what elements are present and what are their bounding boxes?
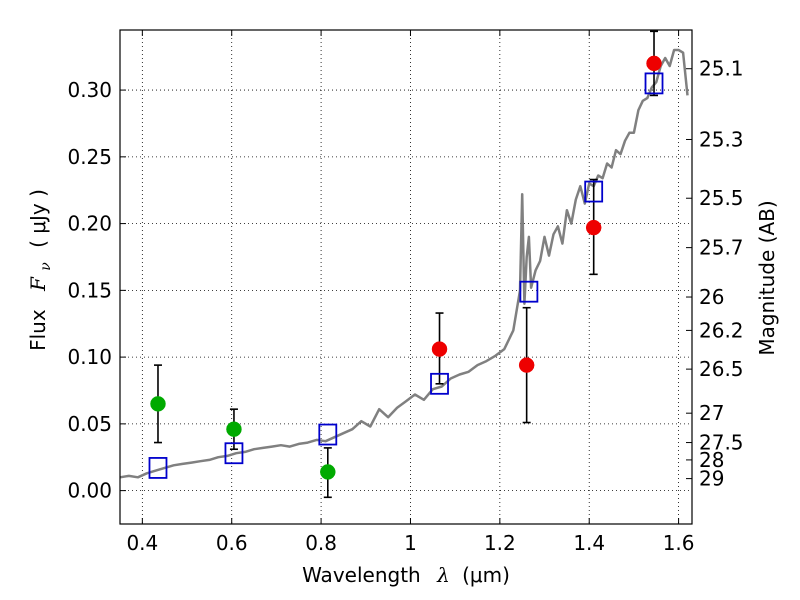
y-tick-label: 0.25 xyxy=(67,145,112,169)
y2-tick-label: 29 xyxy=(699,467,724,491)
y2-axis-label: Magnitude (AB) xyxy=(755,200,779,355)
y2-tick-label: 27 xyxy=(699,401,724,425)
points-layer xyxy=(150,55,662,480)
x-tick-label: 0.6 xyxy=(216,531,248,555)
model-square-point xyxy=(318,423,338,446)
y2-tick-label: 25.1 xyxy=(699,57,744,81)
model-square-point xyxy=(644,72,664,95)
y-axis-label: Flux F ν ( μJy ) xyxy=(26,189,55,351)
model-square-point xyxy=(430,372,449,395)
y2-tick-label: 26.5 xyxy=(699,357,744,381)
y-tick-label: 0.00 xyxy=(67,479,112,503)
y-axis-label-prefix: Flux xyxy=(26,309,50,351)
x-axis-label: Wavelength λ (μm) xyxy=(302,563,510,587)
model-square-point xyxy=(519,280,539,303)
grid-layer xyxy=(120,30,692,524)
green-photometry-point xyxy=(320,464,336,480)
red-photometry-point xyxy=(646,55,662,72)
y-axis-label-unit: ( μJy ) xyxy=(26,189,50,248)
ticks-layer xyxy=(120,30,692,524)
x-tick-label: 1.2 xyxy=(484,531,516,555)
green-photometry-point xyxy=(226,421,242,437)
y-tick-label: 0.15 xyxy=(67,278,112,302)
x-tick-label: 1.6 xyxy=(663,531,695,555)
x-axis-label-prefix: Wavelength xyxy=(302,563,421,587)
model-square-point xyxy=(584,180,604,203)
model-square-point xyxy=(148,457,168,479)
y2-tick-label: 26.2 xyxy=(699,318,744,342)
red-photometry-point xyxy=(585,219,602,236)
x-tick-label: 1 xyxy=(404,531,417,555)
green-photometry-point xyxy=(150,396,166,412)
x-tick-labels: 0.4 0.6 0.8 1 1.2 1.4 1.6 xyxy=(126,531,694,555)
y2-tick-label: 27.5 xyxy=(699,431,744,455)
y-tick-label: 0.10 xyxy=(67,345,112,369)
x-tick-label: 0.4 xyxy=(126,531,158,555)
x-axis-label-unit: (μm) xyxy=(462,563,510,587)
y2-tick-label: 25.7 xyxy=(699,236,744,260)
model-square-point xyxy=(224,442,244,465)
y-tick-label: 0.05 xyxy=(67,412,112,436)
x-axis-label-symbol: λ xyxy=(436,563,450,587)
y2-tick-label: 25.5 xyxy=(699,186,744,210)
plot-frame xyxy=(119,29,693,525)
model-spectrum-line xyxy=(119,48,689,479)
x-tick-label: 0.8 xyxy=(305,531,337,555)
y2-tick-label: 28 xyxy=(699,448,724,472)
y-tick-label: 0.30 xyxy=(67,78,112,102)
y-tick-labels: 0.00 0.05 0.10 0.15 0.20 0.25 0.30 xyxy=(67,78,112,503)
red-photometry-point xyxy=(518,357,535,373)
y2-tick-label: 25.3 xyxy=(699,127,744,151)
red-photometry-point xyxy=(431,341,448,357)
y-axis-label-symbol: F xyxy=(26,276,50,292)
x-tick-label: 1.4 xyxy=(573,531,605,555)
y2-tick-label: 26 xyxy=(699,285,724,309)
y-axis-label-subscript: ν xyxy=(38,262,54,271)
y-tick-label: 0.20 xyxy=(67,212,112,236)
model-spectrum-layer xyxy=(119,48,689,479)
model-squares-layer xyxy=(148,72,664,479)
